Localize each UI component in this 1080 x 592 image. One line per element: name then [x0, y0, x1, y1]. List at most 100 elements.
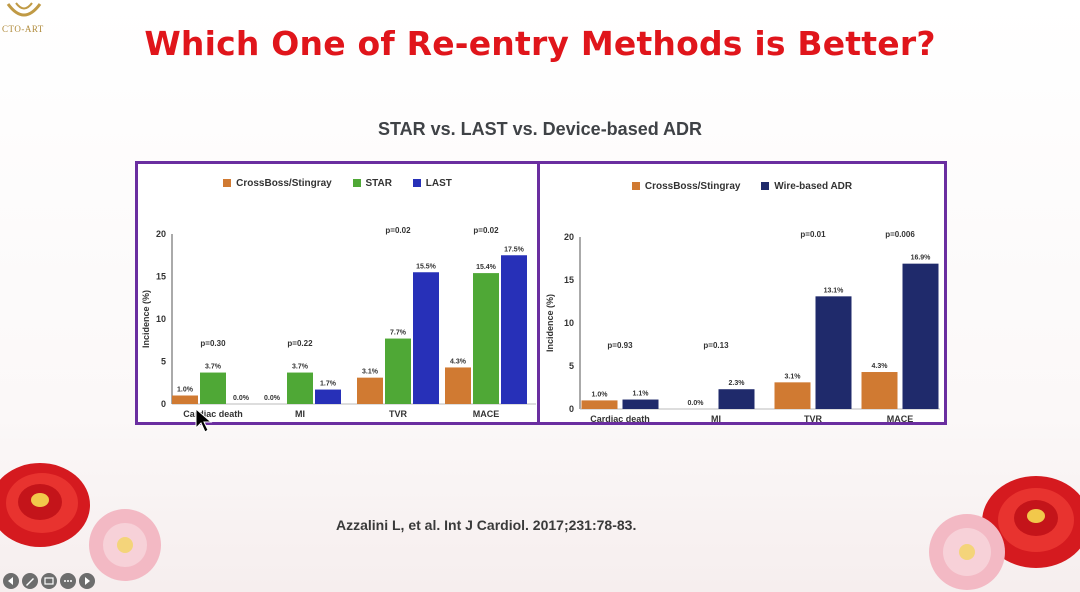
- data-label: 17.5%: [504, 246, 525, 253]
- x-tick-label: TVR: [389, 409, 408, 419]
- bar: [902, 263, 939, 409]
- legend-item-star: STAR: [352, 178, 392, 189]
- data-label: 7.7%: [390, 330, 407, 337]
- data-label: 0.0%: [688, 400, 705, 407]
- data-label: 3.1%: [362, 369, 379, 376]
- data-label: 4.3%: [872, 363, 889, 370]
- chart-legend: CrossBoss/Stingray STAR LAST: [138, 178, 537, 189]
- y-tick-label: 5: [161, 357, 166, 367]
- legend-label: LAST: [425, 178, 452, 189]
- bar: [200, 372, 226, 404]
- p-value-label: p=0.30: [200, 339, 226, 348]
- data-label: 1.7%: [320, 381, 337, 388]
- legend-label: CrossBoss/Stingray: [236, 178, 332, 189]
- legend-label: Wire-based ADR: [774, 181, 853, 192]
- peony-flower-left-image: [0, 463, 90, 547]
- data-label: 15.5%: [416, 263, 437, 270]
- peony-flower-pink-left-image: [89, 509, 161, 581]
- legend-swatch: [761, 182, 770, 190]
- legend-swatch: [223, 179, 232, 187]
- y-tick-label: 0: [569, 404, 574, 414]
- x-tick-label: MACE: [473, 409, 500, 419]
- legend-label: STAR: [365, 178, 392, 189]
- mouse-cursor-icon: [195, 408, 213, 433]
- slides-icon[interactable]: [41, 573, 57, 589]
- x-tick-label: TVR: [804, 414, 823, 422]
- logo-emblem-icon: [6, 2, 42, 17]
- legend-item-crossboss: CrossBoss/Stingray: [223, 178, 332, 189]
- p-value-label: p=0.93: [607, 341, 633, 350]
- more-icon[interactable]: [60, 573, 76, 589]
- y-tick-label: 20: [156, 229, 166, 239]
- bar: [861, 372, 898, 409]
- data-label: 3.7%: [205, 364, 222, 371]
- data-label: 3.1%: [785, 373, 802, 380]
- presentation-controls: [3, 573, 95, 589]
- y-tick-label: 15: [156, 272, 166, 282]
- x-tick-label: MI: [295, 409, 305, 419]
- pen-icon[interactable]: [22, 573, 38, 589]
- bar: [581, 400, 618, 409]
- cto-art-logo: CTO-ART: [0, 0, 60, 38]
- data-label: 3.7%: [292, 364, 309, 371]
- bar: [315, 389, 341, 404]
- legend-swatch: [631, 182, 640, 190]
- y-tick-label: 15: [564, 275, 574, 285]
- y-tick-label: 10: [564, 318, 574, 328]
- bar: [413, 272, 439, 404]
- data-label: 13.1%: [824, 287, 845, 294]
- peony-flower-right-image: [982, 476, 1080, 568]
- next-icon[interactable]: [79, 573, 95, 589]
- chart-panel-star-last: CrossBoss/Stingray STAR LAST 0 5 10 15 20 Inc…: [135, 161, 540, 425]
- data-label: 15.4%: [476, 264, 497, 271]
- bar: [385, 338, 411, 404]
- x-tick-label: MI: [711, 414, 721, 422]
- legend-item-last: LAST: [412, 178, 452, 189]
- x-tick-label: Cardiac death: [590, 414, 650, 422]
- bar: [445, 367, 471, 404]
- legend-swatch: [412, 179, 421, 187]
- bar: [774, 382, 811, 409]
- peony-flower-pink-right-image: [929, 514, 1005, 590]
- p-value-label: p=0.13: [703, 341, 729, 350]
- p-value-label: p=0.02: [385, 226, 411, 235]
- bar: [622, 399, 659, 409]
- y-axis-label: Incidence (%): [545, 294, 555, 352]
- bar: [172, 395, 198, 404]
- x-tick-label: MACE: [887, 414, 914, 422]
- bar: [357, 377, 383, 404]
- p-value-label: p=0.006: [885, 230, 915, 239]
- data-label: 0.0%: [264, 395, 281, 402]
- data-label: 0.0%: [233, 395, 250, 402]
- bar: [287, 372, 313, 404]
- citation: Azzalini L, et al. Int J Cardiol. 2017;2…: [336, 517, 637, 533]
- bar-chart-1: 0 5 10 15 20 Incidence (%) 1.0% 3.7% 0.0% Cardiac…: [141, 226, 536, 419]
- y-tick-label: 0: [161, 399, 166, 409]
- p-value-label: p=0.01: [800, 230, 826, 239]
- data-label: 1.1%: [633, 391, 650, 398]
- data-label: 2.3%: [729, 380, 746, 387]
- bar: [718, 389, 755, 409]
- bar: [815, 296, 852, 409]
- data-label: 4.3%: [450, 358, 467, 365]
- bar-chart-2: 0 5 10 15 20 Incidence (%) 1.0% 1.1% Cardiac dea…: [545, 230, 940, 422]
- slide-title: Which One of Re-entry Methods is Better?: [144, 24, 936, 63]
- p-value-label: p=0.02: [473, 226, 499, 235]
- legend-item-crossboss: CrossBoss/Stingray: [631, 181, 741, 192]
- slide-subtitle: STAR vs. LAST vs. Device-based ADR: [377, 119, 703, 139]
- legend-item-wire-adr: Wire-based ADR: [761, 181, 852, 192]
- prev-icon[interactable]: [3, 573, 19, 589]
- y-axis-label: Incidence (%): [141, 290, 151, 348]
- bar: [501, 255, 527, 404]
- legend-label: CrossBoss/Stingray: [644, 181, 741, 192]
- y-tick-label: 5: [569, 361, 574, 371]
- data-label: 16.9%: [911, 255, 932, 262]
- x-tick-label: Cardiac death: [183, 409, 243, 419]
- data-label: 1.0%: [592, 391, 609, 398]
- legend-swatch: [352, 179, 361, 187]
- data-label: 1.0%: [177, 387, 194, 394]
- y-tick-label: 10: [156, 314, 166, 324]
- chart-legend: CrossBoss/Stingray Wire-based ADR: [540, 181, 944, 192]
- bar: [473, 273, 499, 404]
- chart-panel-wire-adr: CrossBoss/Stingray Wire-based ADR 0 5 10 15…: [537, 161, 947, 425]
